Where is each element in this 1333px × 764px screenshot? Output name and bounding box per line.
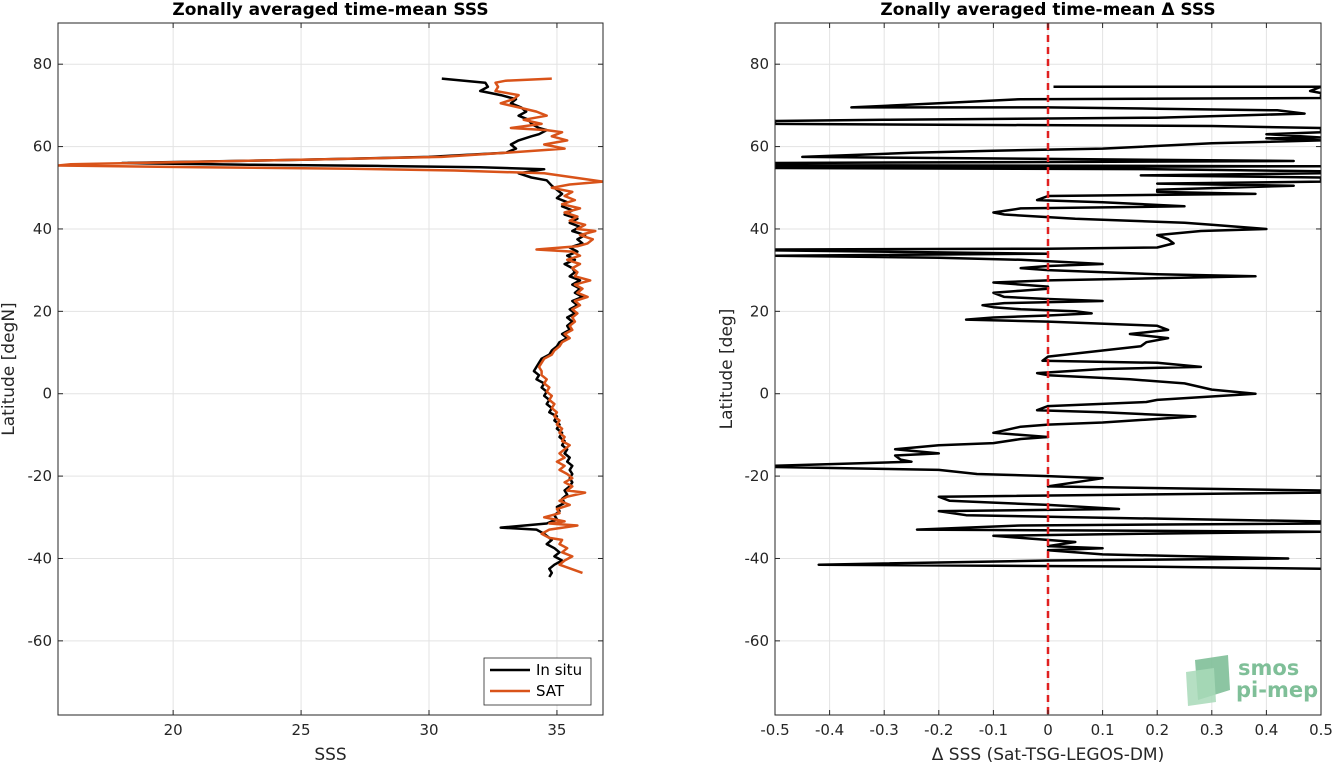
x-tick-label: 35 — [547, 721, 566, 739]
x-tick-label: 0.1 — [1091, 721, 1115, 739]
left-tick-labels: 20 25 30 35 -60 -40 -20 0 20 40 60 80 — [28, 23, 603, 739]
right-tick-labels: -0.5 -0.4 -0.3 -0.2 -0.1 0 0.1 0.2 0.3 0.4 0.5 -60 -… — [745, 23, 1333, 739]
y-tick-label: -60 — [28, 632, 53, 650]
x-tick-label: -0.3 — [870, 721, 899, 739]
logo-text-pi-mep: pi-mep — [1236, 678, 1318, 702]
left-series — [58, 77, 603, 578]
logo-text-smos: smos — [1238, 656, 1299, 680]
right-x-axis-label: Δ SSS (Sat-TSG-LEGOS-DM) — [932, 745, 1164, 764]
x-tick-label: 0.5 — [1309, 721, 1333, 739]
x-tick-label: 0.2 — [1145, 721, 1169, 739]
x-tick-label: 25 — [292, 721, 311, 739]
logo-mark-front — [1186, 668, 1216, 706]
y-tick-label: 40 — [750, 220, 769, 238]
right-chart-title: Zonally averaged time-mean Δ SSS — [880, 0, 1215, 20]
x-tick-label: 20 — [164, 721, 183, 739]
y-tick-label: 80 — [33, 55, 52, 73]
right-y-axis-label: Latitude [deg] — [717, 309, 737, 430]
x-tick-label: 0.4 — [1254, 721, 1278, 739]
y-tick-label: 60 — [750, 138, 769, 156]
y-tick-label: 0 — [42, 385, 52, 403]
left-x-axis-label: SSS — [314, 745, 346, 764]
x-tick-label: -0.4 — [815, 721, 844, 739]
x-tick-label: 0.3 — [1200, 721, 1224, 739]
y-tick-label: 80 — [750, 55, 769, 73]
y-tick-label: -60 — [745, 632, 770, 650]
legend-label-in-situ: In situ — [536, 661, 582, 679]
x-tick-label: 0 — [1043, 721, 1053, 739]
y-tick-label: -20 — [28, 467, 53, 485]
left-panel: 20 25 30 35 -60 -40 -20 0 20 40 60 80 Zonally avera… — [0, 0, 604, 764]
legend: In situ SAT — [483, 657, 592, 706]
y-tick-label: 60 — [33, 138, 52, 156]
left-plot-area — [58, 23, 603, 715]
y-tick-label: -40 — [745, 549, 770, 567]
right-panel: -0.5 -0.4 -0.3 -0.2 -0.1 0 0.1 0.2 0.3 0.4 0.5 -60 -… — [717, 0, 1333, 764]
smos-pi-mep-logo: smos pi-mep — [1186, 655, 1318, 706]
x-tick-label: -0.2 — [924, 721, 953, 739]
y-tick-label: 20 — [750, 302, 769, 320]
y-tick-label: -40 — [28, 549, 53, 567]
x-tick-label: -0.5 — [760, 721, 789, 739]
y-tick-label: 0 — [759, 385, 769, 403]
series-line-sat — [58, 77, 603, 575]
x-tick-label: -0.1 — [979, 721, 1008, 739]
y-tick-label: 20 — [33, 302, 52, 320]
y-tick-label: 40 — [33, 220, 52, 238]
left-axes-box — [57, 22, 604, 716]
left-y-axis-label: Latitude [degN] — [0, 302, 19, 435]
x-tick-label: 30 — [419, 721, 438, 739]
left-chart-title: Zonally averaged time-mean SSS — [172, 0, 488, 20]
legend-box — [483, 657, 592, 706]
legend-label-sat: SAT — [536, 682, 565, 700]
y-tick-label: -20 — [745, 467, 770, 485]
